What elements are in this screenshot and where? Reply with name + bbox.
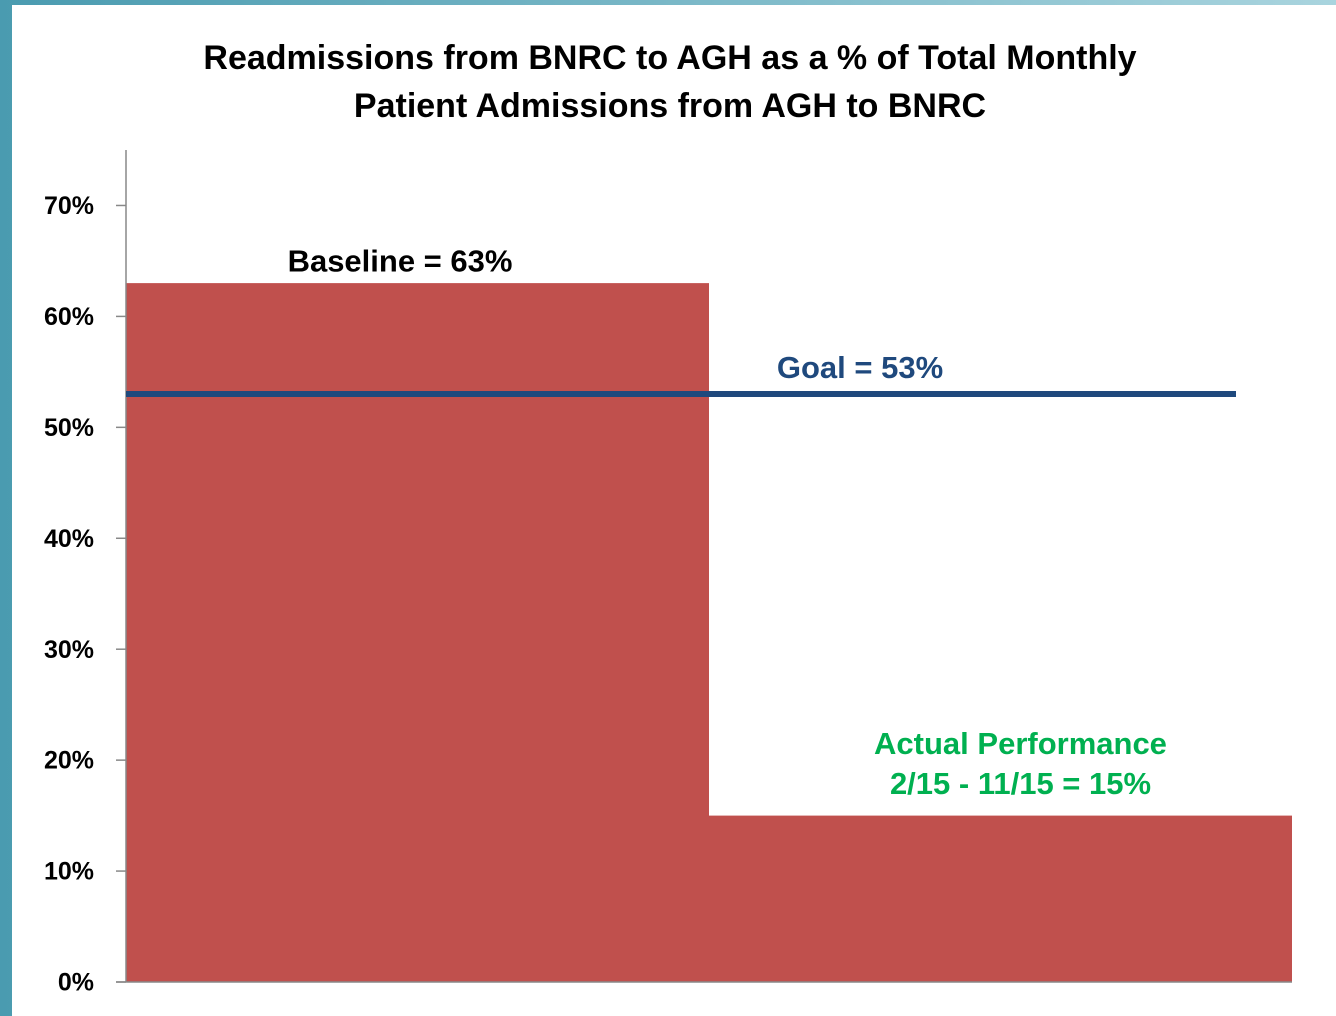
y-tick-label: 50%: [44, 414, 94, 442]
data-label: 2/15 - 11/15 = 15%: [890, 766, 1151, 801]
data-label: Baseline = 63%: [288, 243, 513, 278]
bar: [709, 815, 1292, 982]
y-tick-label: 20%: [44, 747, 94, 775]
y-tick-label: 30%: [44, 636, 94, 664]
bar: [126, 283, 709, 982]
chart-title: Readmissions from BNRC to AGH as a % of …: [203, 39, 1136, 77]
data-label: Actual Performance: [874, 726, 1167, 761]
y-tick-label: 10%: [44, 858, 94, 886]
y-tick-label: 0%: [58, 969, 94, 997]
y-tick-label: 70%: [44, 192, 94, 220]
goal-label: Goal = 53%: [777, 350, 943, 385]
chart-title: Patient Admissions from AGH to BNRC: [354, 87, 986, 125]
y-tick-label: 60%: [44, 303, 94, 331]
y-tick-label: 40%: [44, 525, 94, 553]
